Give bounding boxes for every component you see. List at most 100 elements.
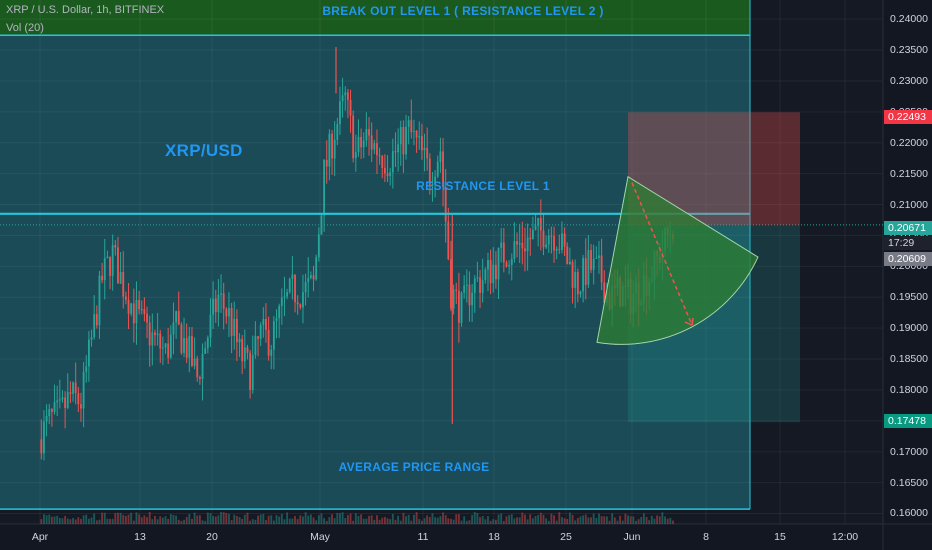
candle-body [304,282,307,293]
volume-bar [600,516,603,524]
candle-body [339,101,341,125]
candle [531,216,534,240]
volume-bar [537,514,540,524]
price-tick-label: 0.16500 [890,476,928,489]
volume-bar [209,513,212,524]
candle [447,207,450,261]
volume-bar [64,515,67,524]
candle-body [360,136,363,148]
candle [500,228,503,263]
candle-body [262,318,265,325]
bid-price-tag: 0.20609 [884,252,932,266]
volume-bar [339,513,341,524]
candle [574,259,577,309]
volume-bar [206,512,209,524]
candle-body [516,241,518,245]
volume-bar [402,512,405,524]
candle-body [146,313,148,323]
volume-bar [333,518,336,524]
volume-bar [574,520,577,524]
volume-bar [360,514,363,524]
volume-bar [642,513,645,524]
candle-body [296,302,299,305]
candle [138,290,141,315]
volume-bar [378,519,381,524]
volume-bar [217,515,220,524]
volume-bar [233,514,236,524]
volume-bar [450,518,452,524]
volume-bar [444,515,447,524]
volume-bar [389,519,392,524]
candle-body [177,311,180,325]
candle [545,235,548,249]
volume-bar [521,512,524,524]
volume-bar [249,520,252,524]
volume-bar [587,517,590,524]
volume-bar [619,515,622,524]
volume-bar [460,520,463,524]
volume-bar [645,517,648,524]
candle [228,292,230,338]
candle [537,217,540,247]
candle [434,170,437,198]
projection-fan[interactable] [596,175,759,345]
candle-body [317,234,320,258]
candle-body [568,261,571,265]
candle [431,171,434,202]
time-tick-label: 18 [488,531,500,543]
volume-bar [312,517,315,524]
candle [476,261,479,282]
volume-bar [484,519,487,524]
candle-body [420,136,423,151]
candle [302,274,304,324]
volume-indicator-label[interactable]: Vol (20) [6,22,44,34]
volume-bar [315,520,318,524]
volume-bar [109,518,111,524]
volume-bar [666,518,669,524]
candle [315,254,318,281]
candle [323,158,326,232]
projection-arrow[interactable] [631,182,693,326]
candle [502,227,505,273]
candle-body [531,229,534,240]
candle [127,283,130,329]
candle [497,247,500,300]
volume-bar [558,512,561,524]
candle-body [43,421,45,454]
candle [331,129,333,175]
candle [391,138,394,189]
candle-body [529,237,532,240]
candle [214,289,217,323]
volume-bar [608,520,611,524]
candle [140,300,143,315]
candle [508,260,511,275]
volume-bar [154,515,156,524]
candle [460,291,463,327]
candle [177,291,180,326]
time-tick-label: 20 [206,531,218,543]
volume-bar [241,518,244,524]
symbol-info[interactable]: XRP / U.S. Dollar, 1h, BITFINEX [6,4,165,16]
volume-bar [220,512,222,524]
volume-bar [80,518,82,524]
candle-body [600,255,603,283]
candle [376,129,378,175]
resistance-level-label: RESISTANCE LEVEL 1 [416,179,550,193]
volume-bar [214,516,217,524]
candle-body [117,247,119,284]
candle-body [40,439,43,454]
candle-body [447,221,450,260]
volume-bar [135,512,138,524]
candle-body [154,332,156,336]
volume-bar [502,520,505,524]
candle-body [463,285,466,293]
candle [373,139,376,155]
candle [452,284,455,315]
volume-bar [442,512,444,524]
volume-bar [415,512,418,524]
candle [204,341,207,354]
candle [124,291,127,305]
candle [280,288,283,325]
candle-body [235,318,238,343]
